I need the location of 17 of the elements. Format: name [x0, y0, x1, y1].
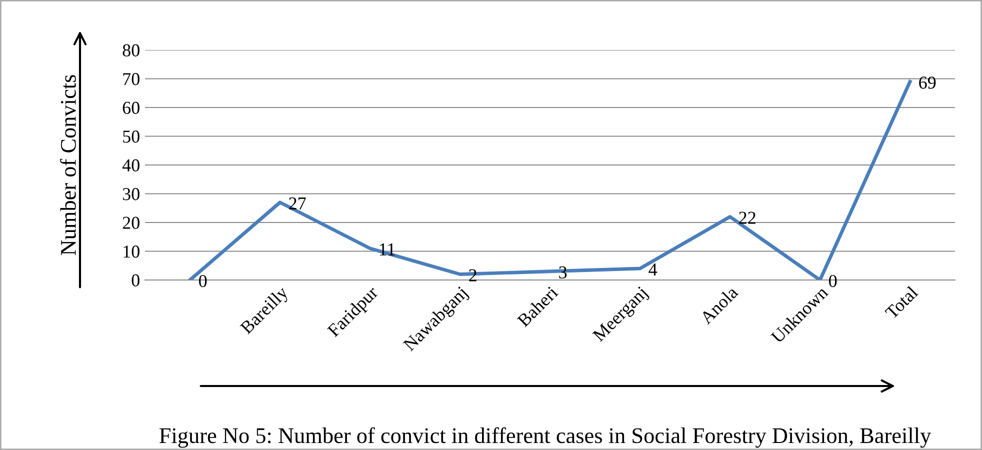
text: Figure No 5: Number of convict in different cases in Social Forestry Division, Bareilly [160, 427, 932, 448]
data-label: 4 [648, 264, 658, 276]
y-tick-label: 0 [132, 274, 140, 286]
y-tick-label: 20 [122, 216, 140, 229]
y-tick-label: 10 [124, 246, 140, 258]
y-axis-title: Number of Convicts [60, 75, 76, 256]
y-tick-label: 70 [123, 73, 140, 86]
y-tick-label: 30 [122, 188, 140, 200]
data-label: 0 [199, 274, 207, 288]
data-label: 0 [829, 274, 837, 288]
y-tick-label: 40 [122, 159, 140, 172]
y-tick-label: 60 [122, 102, 140, 114]
y-tick-label: 50 [123, 130, 140, 143]
data-label: 69 [919, 76, 936, 89]
data-label: 22 [739, 212, 756, 224]
y-tick-label: 80 [122, 44, 140, 56]
data-label: 27 [289, 197, 306, 210]
